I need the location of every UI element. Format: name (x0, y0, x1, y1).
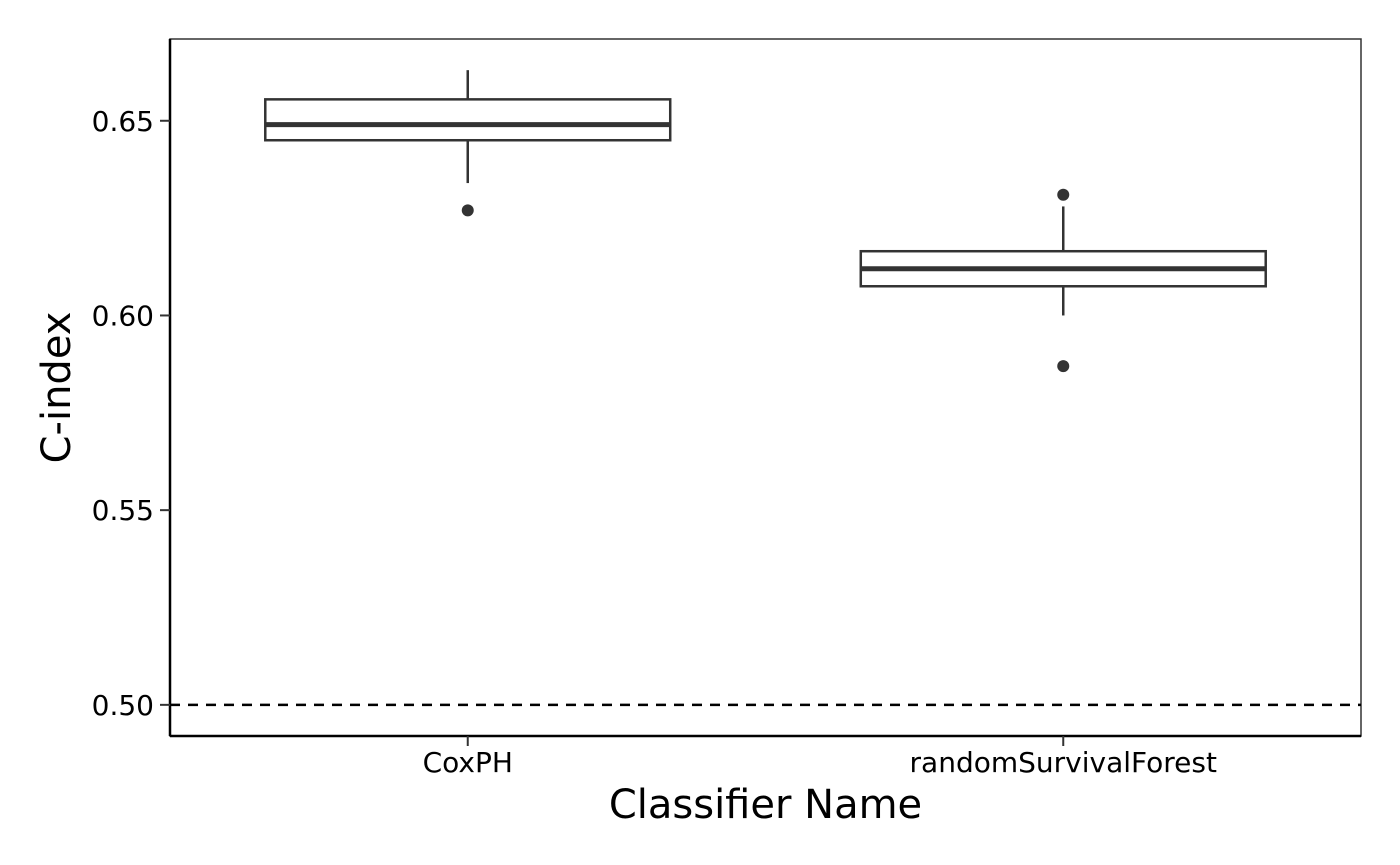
y-axis-ticks: 0.50 0.55 0.60 0.65 (92, 105, 170, 722)
y-tick-label: 0.55 (92, 494, 154, 527)
x-axis-ticks: CoxPH randomSurvivalForest (423, 736, 1217, 779)
y-tick-label: 0.65 (92, 105, 154, 138)
outlier-point (461, 204, 474, 217)
box-randomSurvivalForest (859, 188, 1267, 373)
plot-panel-border (169, 38, 1362, 737)
x-tick-label: CoxPH (423, 746, 513, 779)
y-tick-label: 0.50 (92, 689, 154, 722)
outlier-point (1057, 188, 1070, 201)
iqr-box (264, 98, 672, 142)
y-axis-title: C-index (34, 312, 80, 464)
x-axis-title: Classifier Name (609, 782, 922, 828)
x-tick-label: randomSurvivalForest (910, 746, 1217, 779)
y-tick-label: 0.60 (92, 299, 154, 332)
chart-marks (170, 70, 1361, 707)
box-CoxPH (264, 70, 672, 217)
outlier-point (1057, 360, 1070, 373)
